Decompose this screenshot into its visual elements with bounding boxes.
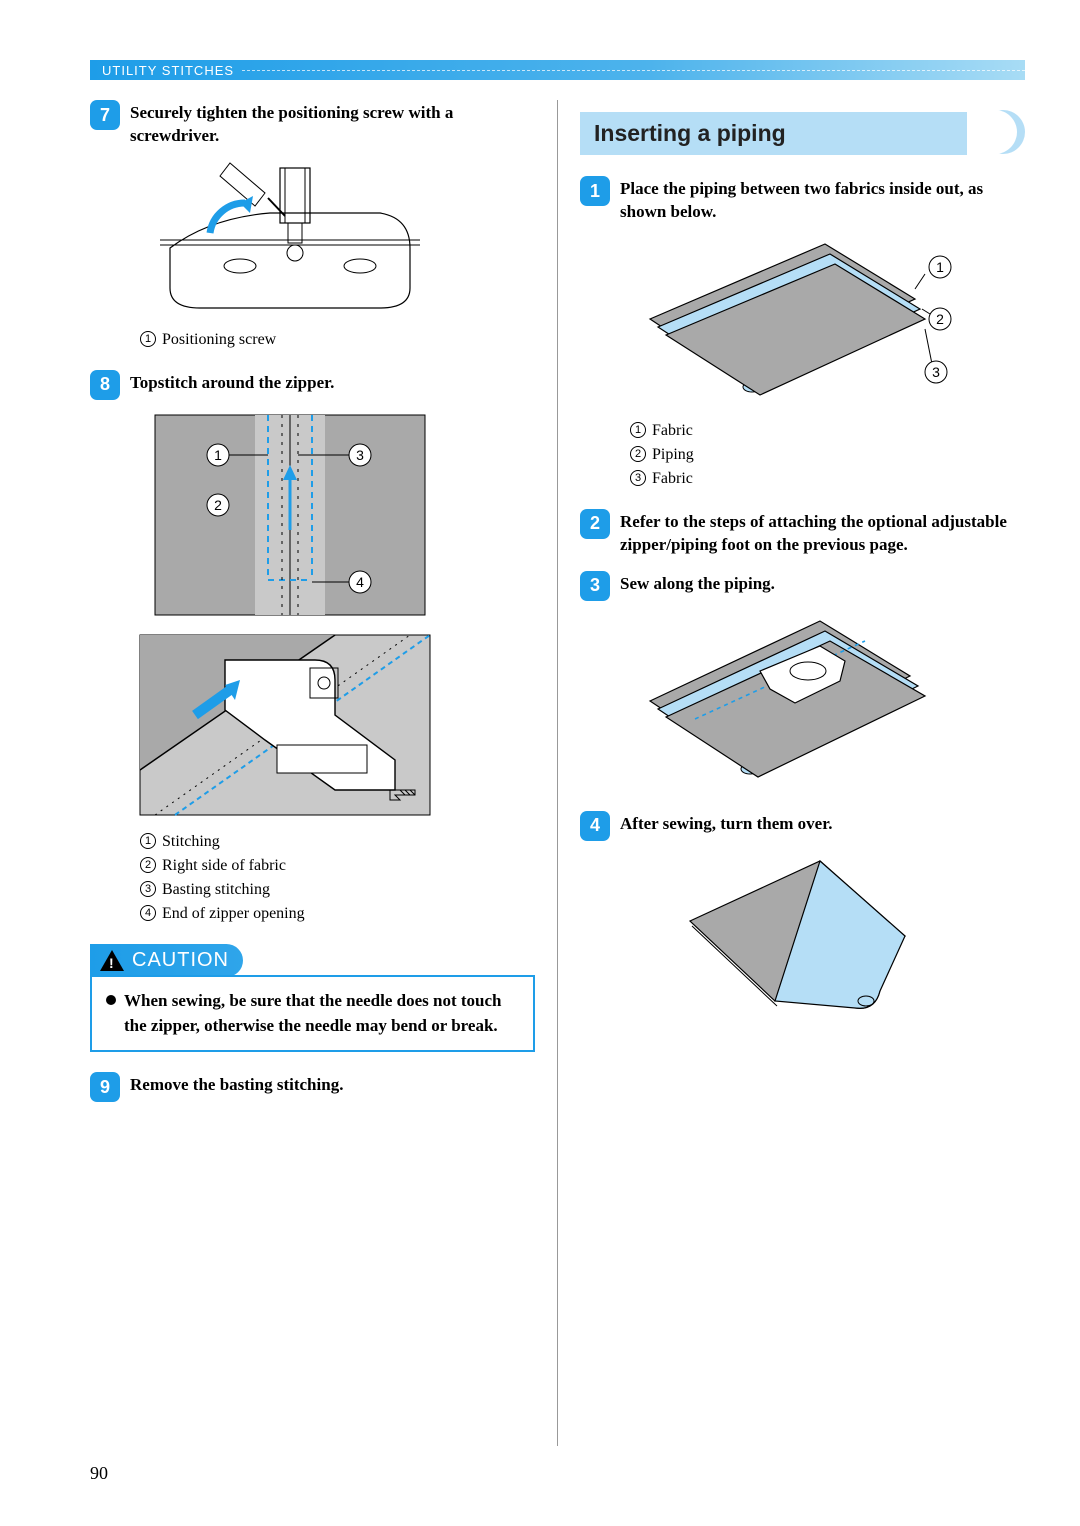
callout-list-piping: 1 Fabric 2 Piping 3 Fabric	[630, 419, 1025, 491]
circled-num: 4	[140, 905, 156, 921]
list-item: 1 Positioning screw	[140, 328, 535, 352]
column-divider	[557, 100, 558, 1446]
section-tab-icon	[979, 110, 1025, 156]
section-heading: Inserting a piping	[580, 110, 1025, 156]
callout-label: Fabric	[652, 467, 693, 491]
list-item: 1 Stitching	[140, 830, 535, 854]
list-item: 2 Right side of fabric	[140, 854, 535, 878]
list-item: 4 End of zipper opening	[140, 902, 535, 926]
callout-label: Basting stitching	[162, 878, 270, 902]
callout-label: End of zipper opening	[162, 902, 305, 926]
step-badge: 4	[580, 811, 610, 841]
svg-text:3: 3	[356, 447, 364, 463]
caution-header: CAUTION	[90, 944, 243, 977]
figure-turned-over	[680, 851, 1025, 1041]
figure-screwdriver	[150, 158, 535, 318]
step-text: Securely tighten the positioning screw w…	[130, 100, 535, 148]
svg-text:2: 2	[214, 497, 222, 513]
step-text: Place the piping between two fabrics ins…	[620, 176, 1025, 224]
callout-list-b: 1 Stitching 2 Right side of fabric 3 Bastin…	[140, 830, 535, 926]
callout-label: Fabric	[652, 419, 693, 443]
step-9: 9 Remove the basting stitching.	[90, 1072, 535, 1102]
step-badge: 9	[90, 1072, 120, 1102]
figure-piping-stack: 1 2 3	[640, 234, 1025, 409]
callout-label: Stitching	[162, 830, 220, 854]
step-badge: 8	[90, 370, 120, 400]
content-columns: 7 Securely tighten the positioning screw…	[90, 100, 1025, 1446]
step-badge: 1	[580, 176, 610, 206]
circled-num: 1	[630, 422, 646, 438]
callout-label: Piping	[652, 443, 694, 467]
callout-label: Positioning screw	[162, 328, 276, 352]
figure-topstitch-diagram: 1 2 3 4	[150, 410, 535, 620]
callout-list-a: 1 Positioning screw	[140, 328, 535, 352]
figure-sew-piping	[640, 611, 1025, 801]
step-badge: 3	[580, 571, 610, 601]
piping-step-1: 1 Place the piping between two fabrics i…	[580, 176, 1025, 224]
circled-num: 1	[140, 331, 156, 347]
caution-box: When sewing, be sure that the needle doe…	[90, 975, 535, 1052]
svg-text:1: 1	[214, 447, 222, 463]
list-item: 1 Fabric	[630, 419, 1025, 443]
header-title: UTILITY STITCHES	[102, 63, 234, 78]
right-column: Inserting a piping 1 Place the piping be…	[580, 100, 1025, 1446]
left-column: 7 Securely tighten the positioning screw…	[90, 100, 535, 1446]
step-text: Sew along the piping.	[620, 571, 775, 601]
callout-label: Right side of fabric	[162, 854, 286, 878]
page-header: UTILITY STITCHES	[90, 60, 1025, 80]
step-badge: 2	[580, 509, 610, 539]
step-text: Topstitch around the zipper.	[130, 370, 334, 400]
piping-step-4: 4 After sewing, turn them over.	[580, 811, 1025, 841]
circled-num: 3	[140, 881, 156, 897]
circled-num: 2	[630, 446, 646, 462]
list-item: 3 Fabric	[630, 467, 1025, 491]
caution-text: When sewing, be sure that the needle doe…	[124, 989, 519, 1038]
piping-step-2: 2 Refer to the steps of attaching the op…	[580, 509, 1025, 557]
page-number: 90	[90, 1463, 108, 1484]
circled-num: 1	[140, 833, 156, 849]
circled-num: 2	[140, 857, 156, 873]
caution-title: CAUTION	[132, 949, 229, 972]
svg-text:3: 3	[932, 364, 940, 380]
piping-step-3: 3 Sew along the piping.	[580, 571, 1025, 601]
svg-text:2: 2	[936, 311, 944, 327]
bullet-icon	[106, 995, 116, 1005]
list-item: 2 Piping	[630, 443, 1025, 467]
step-text: Refer to the steps of attaching the opti…	[620, 509, 1025, 557]
section-title: Inserting a piping	[580, 112, 967, 155]
step-text: After sewing, turn them over.	[620, 811, 832, 841]
svg-text:1: 1	[936, 259, 944, 275]
warning-icon	[100, 950, 124, 971]
header-rule	[242, 70, 1025, 71]
step-text: Remove the basting stitching.	[130, 1072, 343, 1102]
step-8: 8 Topstitch around the zipper.	[90, 370, 535, 400]
figure-topstitch-foot	[135, 630, 535, 820]
step-7: 7 Securely tighten the positioning screw…	[90, 100, 535, 148]
svg-text:4: 4	[356, 574, 364, 590]
circled-num: 3	[630, 470, 646, 486]
step-badge: 7	[90, 100, 120, 130]
list-item: 3 Basting stitching	[140, 878, 535, 902]
